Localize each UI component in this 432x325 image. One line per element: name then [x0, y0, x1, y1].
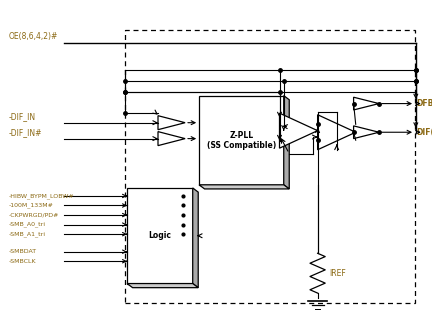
Polygon shape: [284, 96, 289, 189]
Text: -HIBW_BYPM_LOBW#: -HIBW_BYPM_LOBW#: [9, 193, 74, 199]
Polygon shape: [280, 113, 318, 148]
Bar: [199, 96, 284, 185]
Polygon shape: [353, 97, 379, 110]
Text: DIF(11:0): DIF(11:0): [417, 128, 432, 137]
Text: -100M_133M#: -100M_133M#: [9, 203, 54, 208]
Text: Logic: Logic: [149, 231, 172, 240]
Text: IREF: IREF: [330, 269, 346, 278]
Polygon shape: [127, 283, 198, 288]
Text: -SMBDAT: -SMBDAT: [9, 249, 37, 254]
Text: -CKPWRGD/PD#: -CKPWRGD/PD#: [9, 213, 59, 217]
Bar: [125, 30, 415, 303]
Text: -SMB_A1_tri: -SMB_A1_tri: [9, 231, 45, 237]
Text: -SMB_A0_tri: -SMB_A0_tri: [9, 222, 45, 227]
Text: DFB_OUT: DFB_OUT: [417, 99, 432, 108]
Bar: [127, 188, 193, 283]
Text: -SMBCLK: -SMBCLK: [9, 259, 36, 264]
Text: OE(8,6,4,2)#: OE(8,6,4,2)#: [9, 32, 58, 42]
Polygon shape: [158, 132, 185, 146]
Text: -DIF_IN#: -DIF_IN#: [9, 128, 42, 137]
Text: Z-PLL
(SS Compatible): Z-PLL (SS Compatible): [207, 131, 276, 150]
Polygon shape: [158, 116, 185, 130]
Polygon shape: [353, 126, 379, 138]
Text: -DIF_IN: -DIF_IN: [9, 112, 36, 121]
Polygon shape: [193, 188, 198, 288]
Polygon shape: [318, 115, 356, 150]
Polygon shape: [199, 185, 289, 189]
